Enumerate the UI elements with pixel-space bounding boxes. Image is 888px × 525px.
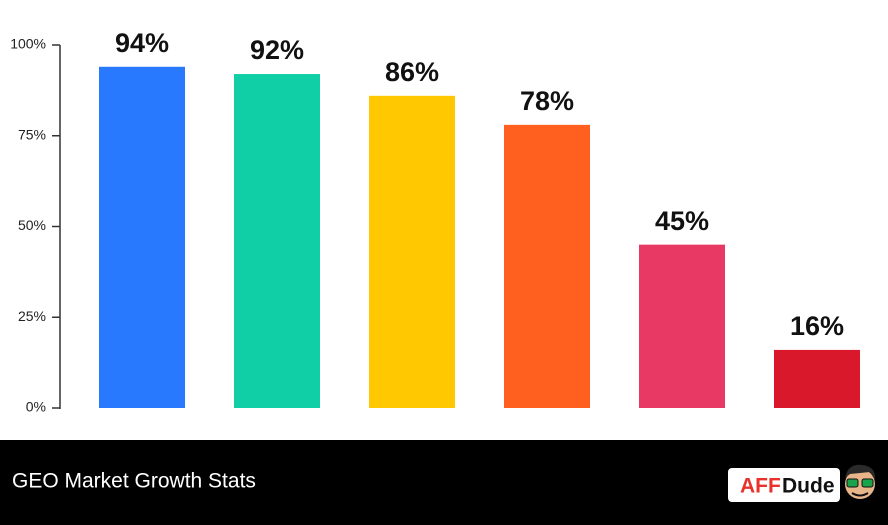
logo-text: Dude xyxy=(782,475,835,498)
logo-icon xyxy=(845,464,876,499)
logo-text: AFF xyxy=(740,475,781,498)
footer-caption: GEO Market Growth Stats xyxy=(12,470,256,493)
value-label: 92% xyxy=(250,35,304,65)
value-label: 45% xyxy=(655,206,709,236)
y-tick-label: 0% xyxy=(26,399,46,415)
y-tick-label: 100% xyxy=(10,36,46,52)
value-label: 16% xyxy=(790,311,844,341)
y-tick-label: 50% xyxy=(18,217,46,233)
bar xyxy=(99,66,185,408)
bar xyxy=(234,74,320,408)
value-label: 78% xyxy=(520,86,574,116)
bar xyxy=(774,349,860,408)
bar xyxy=(639,244,725,408)
logo-background xyxy=(728,468,840,502)
y-tick-label: 25% xyxy=(18,308,46,324)
value-label: 86% xyxy=(385,57,439,87)
bar xyxy=(369,95,455,408)
y-tick-label: 75% xyxy=(18,126,46,142)
bar xyxy=(504,124,590,409)
value-label: 94% xyxy=(115,28,169,58)
